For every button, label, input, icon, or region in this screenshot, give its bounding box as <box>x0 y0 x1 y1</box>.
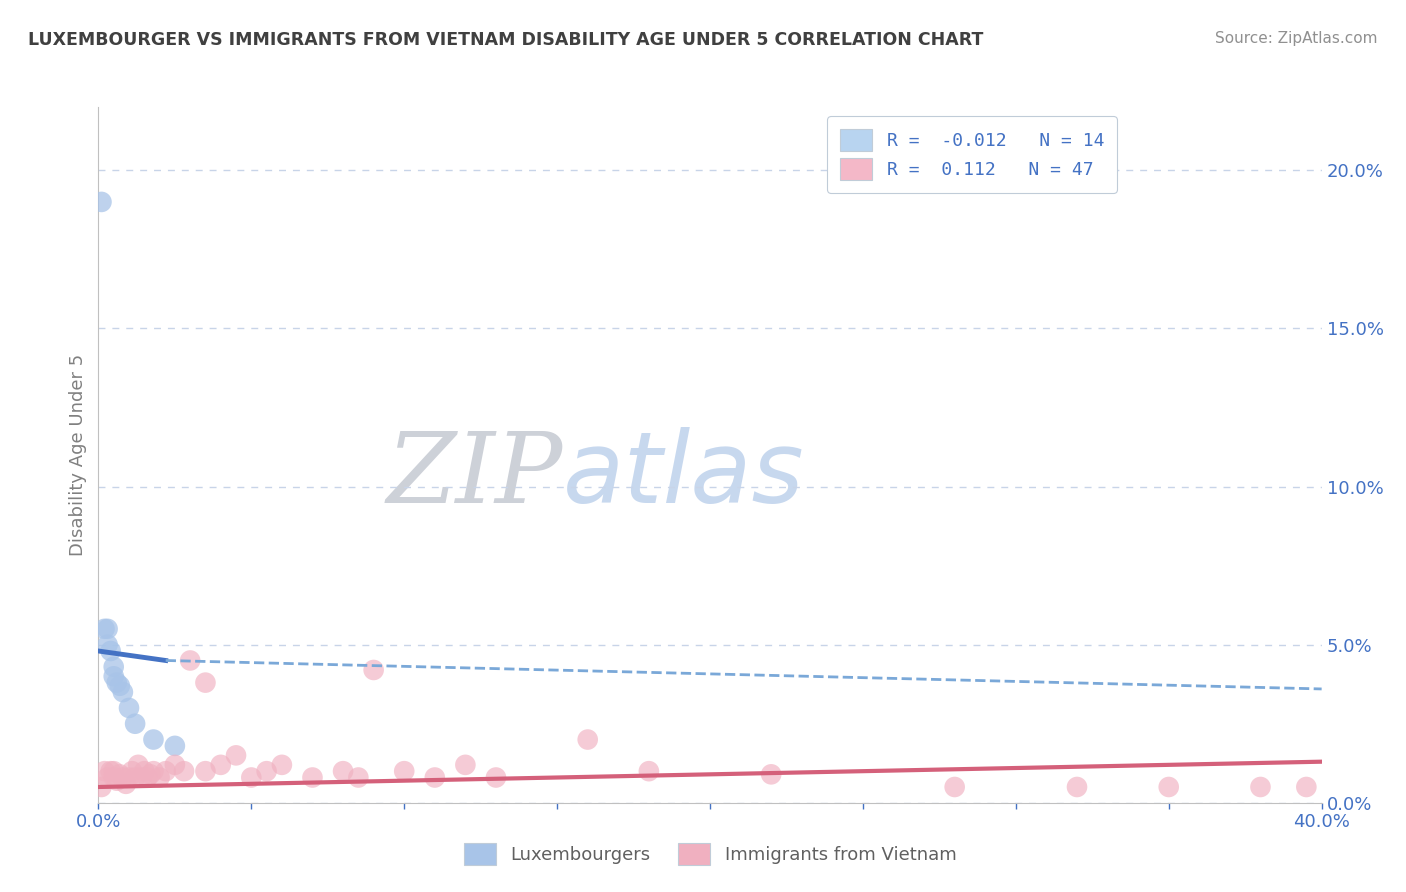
Point <box>136 771 159 785</box>
Point <box>576 732 599 747</box>
Point <box>121 764 143 779</box>
Point <box>423 771 446 785</box>
Point <box>1295 780 1317 794</box>
Point <box>103 669 125 683</box>
Point <box>270 757 292 772</box>
Point <box>111 685 134 699</box>
Point <box>108 679 131 693</box>
Point <box>194 764 217 779</box>
Point <box>134 764 156 779</box>
Point <box>637 764 661 779</box>
Point <box>485 771 508 785</box>
Point <box>139 767 162 781</box>
Point <box>149 771 172 785</box>
Point <box>97 771 120 785</box>
Point <box>194 675 217 690</box>
Point <box>347 771 370 785</box>
Point <box>111 771 134 785</box>
Point <box>93 764 115 779</box>
Point <box>105 675 128 690</box>
Point <box>129 771 152 785</box>
Point <box>179 653 201 667</box>
Point <box>392 764 416 779</box>
Point <box>454 757 477 772</box>
Point <box>142 732 165 747</box>
Point <box>163 757 186 772</box>
Point <box>105 773 128 788</box>
Text: Source: ZipAtlas.com: Source: ZipAtlas.com <box>1215 31 1378 46</box>
Point <box>100 644 122 658</box>
Point <box>256 764 278 779</box>
Point <box>103 764 125 779</box>
Point <box>118 701 141 715</box>
Point <box>363 663 385 677</box>
Point <box>240 771 263 785</box>
Text: atlas: atlas <box>564 427 804 524</box>
Point <box>155 764 177 779</box>
Point <box>163 739 186 753</box>
Point <box>97 622 120 636</box>
Point <box>301 771 323 785</box>
Y-axis label: Disability Age Under 5: Disability Age Under 5 <box>69 354 87 556</box>
Point <box>209 757 232 772</box>
Point <box>115 777 138 791</box>
Point <box>103 771 125 785</box>
Text: LUXEMBOURGER VS IMMIGRANTS FROM VIETNAM DISABILITY AGE UNDER 5 CORRELATION CHART: LUXEMBOURGER VS IMMIGRANTS FROM VIETNAM … <box>28 31 983 49</box>
Point <box>943 780 966 794</box>
Point <box>90 780 112 794</box>
Point <box>142 764 165 779</box>
Text: ZIP: ZIP <box>387 428 564 524</box>
Point <box>1157 780 1180 794</box>
Point <box>97 638 120 652</box>
Point <box>118 771 141 785</box>
Point <box>108 767 131 781</box>
Point <box>759 767 782 781</box>
Point <box>93 622 115 636</box>
Point <box>127 757 149 772</box>
Point <box>1249 780 1271 794</box>
Point <box>1066 780 1088 794</box>
Point <box>90 194 112 209</box>
Point <box>173 764 195 779</box>
Point <box>332 764 354 779</box>
Point <box>124 716 146 731</box>
Legend: Luxembourgers, Immigrants from Vietnam: Luxembourgers, Immigrants from Vietnam <box>451 830 969 877</box>
Point <box>124 771 146 785</box>
Point <box>100 764 122 779</box>
Point <box>103 660 125 674</box>
Point <box>225 748 247 763</box>
